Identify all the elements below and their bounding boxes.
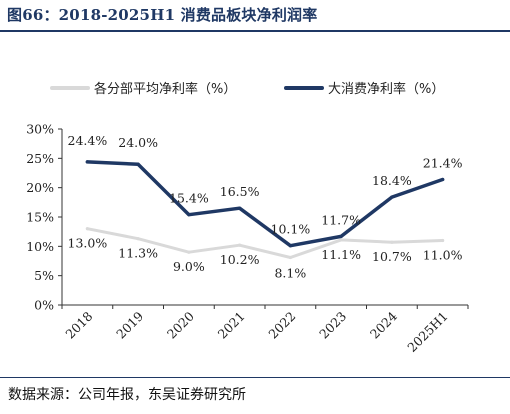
x-tick-label: 2023 [316, 308, 349, 341]
x-tick-label: 2019 [113, 308, 146, 341]
data-point-average [288, 255, 292, 260]
data-point-consumer [136, 162, 140, 166]
legend-label-series-a: 各分部平均净利率（%） [94, 81, 236, 97]
data-point-consumer [288, 244, 292, 248]
data-point-consumer [238, 206, 242, 210]
source-divider [0, 377, 510, 378]
data-point-average [390, 240, 394, 244]
data-point-consumer [339, 234, 343, 238]
data-label-average: 9.0% [173, 259, 205, 274]
data-point-average [187, 250, 191, 254]
x-tick-label: 2020 [164, 308, 197, 341]
data-labels: 13.0% 11.3% 9.0% 10.2% 8.1% 11.1% 10.7% 11.0% 24… [68, 133, 463, 281]
y-tick-label: 20% [26, 180, 54, 195]
data-label-average: 10.7% [372, 249, 412, 264]
y-tick-label: 15% [26, 210, 54, 225]
data-label-consumer: 24.4% [68, 133, 108, 148]
data-label-average: 13.0% [68, 236, 108, 251]
y-tick-label: 0% [34, 298, 54, 313]
data-label-average: 10.2% [220, 252, 260, 267]
source-note: 数据来源：公司年报，东吴证券研究所 [8, 387, 246, 403]
x-tick-label: 2024 [367, 308, 400, 341]
data-point-average [339, 238, 343, 242]
data-point-consumer [187, 213, 191, 217]
line-chart: 各分部平均净利率（%） 大消费净利率（%） 0% 5% 10% 15% 20% 25% 30… [26, 81, 469, 355]
data-label-average: 8.1% [274, 265, 306, 280]
legend: 各分部平均净利率（%） 大消费净利率（%） [50, 81, 444, 97]
series-line-consumer [85, 160, 445, 248]
figure-title: 图66：2018-2025H1 消费品板块净利润率 [7, 6, 318, 24]
y-tick-label: 25% [26, 151, 54, 166]
data-point-average [136, 237, 140, 241]
data-point-average [238, 243, 242, 247]
data-label-consumer: 15.4% [169, 191, 209, 206]
data-point-consumer [85, 160, 89, 164]
x-tick-label: 2022 [265, 309, 298, 342]
data-point-average [441, 238, 445, 243]
legend-label-series-b: 大消费净利率（%） [328, 81, 444, 97]
data-point-consumer [441, 177, 445, 182]
data-label-average: 11.0% [423, 247, 463, 262]
x-tick-label: 2021 [215, 309, 248, 342]
y-tick-label: 30% [26, 122, 54, 137]
data-label-consumer: 18.4% [372, 173, 412, 188]
y-tick-label: 5% [34, 268, 54, 283]
series-line-average [85, 227, 445, 259]
data-label-consumer: 21.4% [423, 155, 463, 170]
data-label-average: 11.3% [118, 246, 158, 261]
data-label-consumer: 10.1% [271, 222, 311, 237]
title-divider [0, 30, 510, 32]
x-tick-label: 2018 [62, 308, 95, 341]
data-label-consumer: 11.7% [321, 212, 361, 227]
y-tick-label: 10% [26, 239, 54, 254]
data-point-average [85, 227, 89, 231]
data-label-consumer: 24.0% [118, 135, 158, 150]
data-label-average: 11.1% [321, 247, 361, 262]
data-label-consumer: 16.5% [220, 184, 260, 199]
x-tick-label: 2025H1 [404, 309, 450, 355]
series-layer [85, 160, 445, 260]
data-point-consumer [390, 195, 394, 199]
